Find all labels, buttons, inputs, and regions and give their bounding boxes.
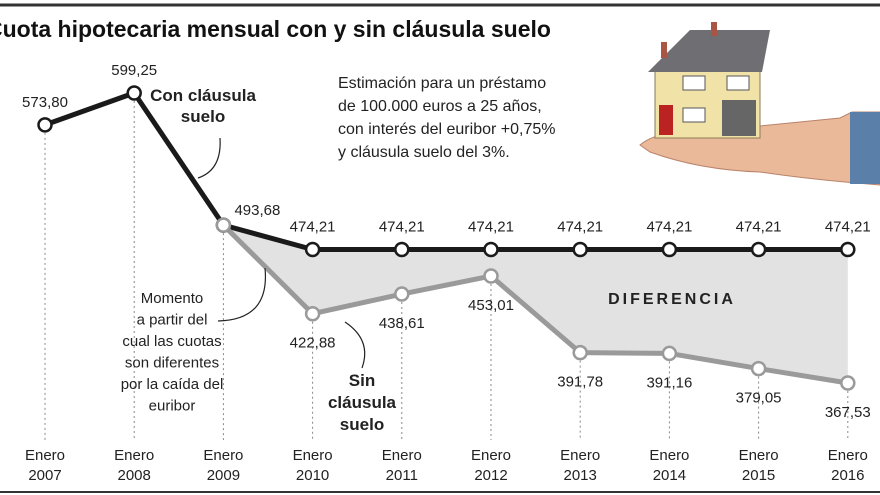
value-label: 379,05	[736, 390, 782, 407]
point	[394, 286, 410, 302]
x-tick-label: Enero 2009	[203, 447, 243, 484]
point	[750, 360, 767, 377]
value-label: 474,21	[557, 218, 603, 235]
value-label: 474,21	[646, 218, 692, 235]
point	[572, 344, 588, 361]
value-label: 493,68	[234, 202, 280, 219]
point	[840, 241, 856, 258]
point	[304, 241, 321, 258]
note: Estimación para un préstamo de 100.000 eu…	[338, 75, 555, 161]
x-tick-label: Enero 2010	[293, 447, 333, 484]
difference-area	[223, 225, 848, 383]
value-label: 474,21	[379, 218, 425, 235]
point	[37, 117, 53, 133]
value-label: 474,21	[825, 218, 871, 235]
x-tick-label: Enero 2014	[649, 447, 689, 484]
x-tick-label: Enero 2015	[739, 447, 779, 484]
value-label: 599,25	[111, 62, 157, 79]
point	[126, 85, 142, 101]
series-label: Sin cláusula suelo	[328, 371, 397, 434]
x-tick-label: Enero 2016	[828, 447, 868, 484]
point	[750, 241, 767, 258]
leader-line	[197, 137, 221, 179]
point	[483, 241, 499, 258]
point	[304, 305, 321, 322]
series-line	[221, 223, 849, 386]
value-label: 474,21	[468, 218, 514, 235]
leader-line	[217, 267, 267, 322]
series-line	[44, 90, 848, 252]
point	[840, 375, 856, 391]
value-label: 474,21	[736, 218, 782, 235]
point	[661, 241, 678, 258]
point	[394, 241, 410, 258]
x-tick-label: Enero 2007	[25, 447, 65, 484]
point	[572, 241, 588, 258]
point	[661, 345, 678, 362]
value-label: 367,53	[825, 404, 871, 421]
annotation: Momento a partir del cual las cuotas son di…	[121, 290, 224, 415]
point	[483, 268, 499, 284]
value-label: 438,61	[379, 315, 425, 332]
value-label: 453,01	[468, 297, 514, 314]
x-tick-label: Enero 2013	[560, 447, 600, 484]
value-label: 391,16	[646, 374, 692, 391]
area-label: DIFERENCIA	[608, 291, 736, 308]
value-label: 573,80	[22, 94, 68, 111]
value-label: 422,88	[290, 335, 336, 352]
house-illustration	[639, 22, 880, 186]
x-tick-label: Enero 2008	[114, 447, 154, 484]
value-label: 391,78	[557, 374, 603, 391]
x-tick-label: Enero 2011	[382, 447, 422, 484]
point	[215, 217, 232, 233]
series-label: Con cláusula suelo	[150, 86, 256, 126]
x-tick-label: Enero 2012	[471, 447, 511, 484]
chart-title: Cuota hipotecaria mensual con y sin cláu…	[0, 16, 551, 42]
leader-line	[344, 321, 366, 369]
value-label: 474,21	[290, 218, 336, 235]
